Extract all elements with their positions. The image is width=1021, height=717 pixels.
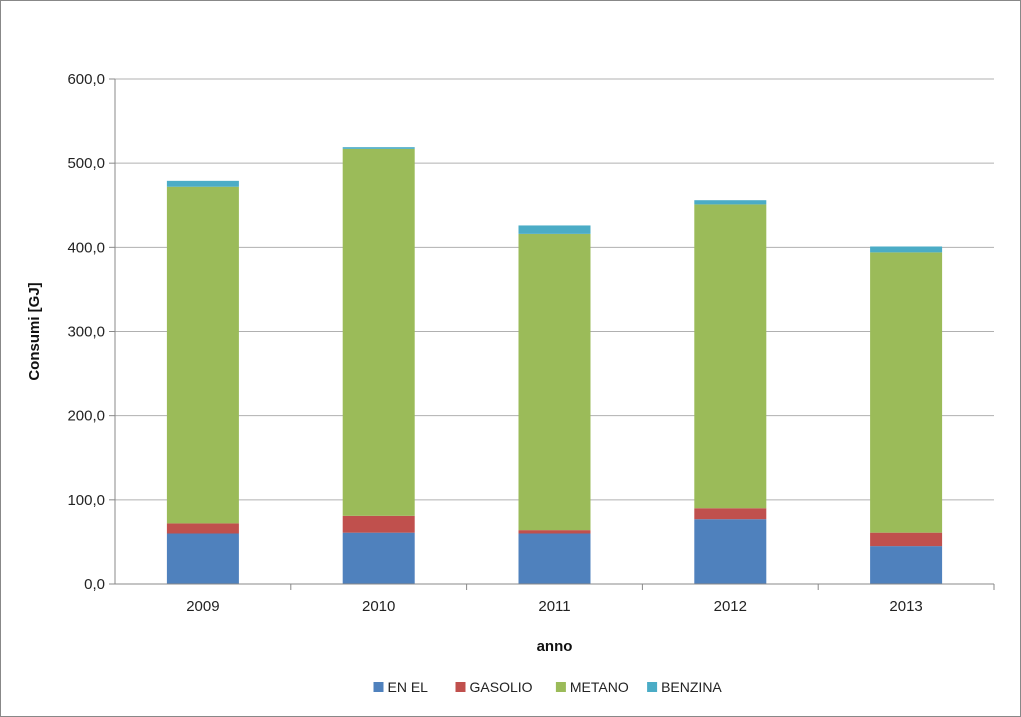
x-tick-labels: 2009 2010 2011 2012 2013 — [186, 598, 923, 615]
bar-gasolio-2012 — [694, 508, 767, 520]
legend-swatch-benzina — [647, 682, 658, 692]
bar-metano-2010 — [342, 148, 415, 516]
axes — [114, 79, 994, 585]
y-tick-label: 500,0 — [67, 155, 105, 172]
legend-label: METANO — [570, 679, 629, 695]
legend-label: GASOLIO — [470, 679, 533, 695]
x-tick-label: 2012 — [714, 598, 747, 615]
y-tick-label: 100,0 — [67, 492, 105, 509]
bar-benzina-2013 — [870, 246, 943, 253]
y-tick-label: 400,0 — [67, 239, 105, 256]
bar-gasolio-2011 — [518, 530, 591, 534]
bar-metano-2013 — [870, 252, 943, 533]
bar-en-el-2009 — [166, 533, 239, 584]
y-tick-label: 0,0 — [84, 576, 105, 593]
x-tick-label: 2009 — [186, 598, 219, 615]
x-tick-label: 2010 — [362, 598, 395, 615]
legend-swatch-metano — [555, 682, 566, 692]
bar-en-el-2013 — [870, 546, 943, 584]
legend-label: BENZINA — [661, 679, 722, 695]
bar-gasolio-2010 — [342, 515, 415, 533]
bar-metano-2012 — [694, 204, 767, 509]
bar-metano-2009 — [166, 186, 239, 524]
bar-metano-2011 — [518, 233, 591, 531]
y-axis-title: Consumi [GJ] — [26, 282, 43, 380]
bar-benzina-2012 — [694, 200, 767, 205]
legend: EN EL GASOLIO METANO BENZINA — [373, 679, 722, 695]
x-axis-title: anno — [537, 638, 573, 655]
bar-benzina-2011 — [518, 225, 591, 234]
bar-en-el-2012 — [694, 519, 767, 584]
bar-gasolio-2009 — [166, 523, 239, 534]
x-tick-label: 2011 — [538, 598, 570, 615]
legend-swatch-gasolio — [455, 682, 466, 692]
x-tick-label: 2013 — [889, 598, 922, 615]
bar-en-el-2011 — [518, 533, 591, 584]
y-tick-label: 200,0 — [67, 408, 105, 425]
y-tick-label: 600,0 — [67, 71, 105, 88]
legend-swatch-en-el — [373, 682, 384, 692]
legend-label: EN EL — [388, 679, 429, 695]
y-tick-labels: 0,0 100,0 200,0 300,0 400,0 500,0 600,0 — [67, 71, 105, 593]
bars — [166, 147, 943, 584]
bar-benzina-2009 — [166, 180, 239, 187]
bar-en-el-2010 — [342, 532, 415, 584]
bar-gasolio-2013 — [870, 532, 943, 547]
bar-benzina-2010 — [342, 147, 415, 149]
y-tick-label: 300,0 — [67, 324, 105, 341]
